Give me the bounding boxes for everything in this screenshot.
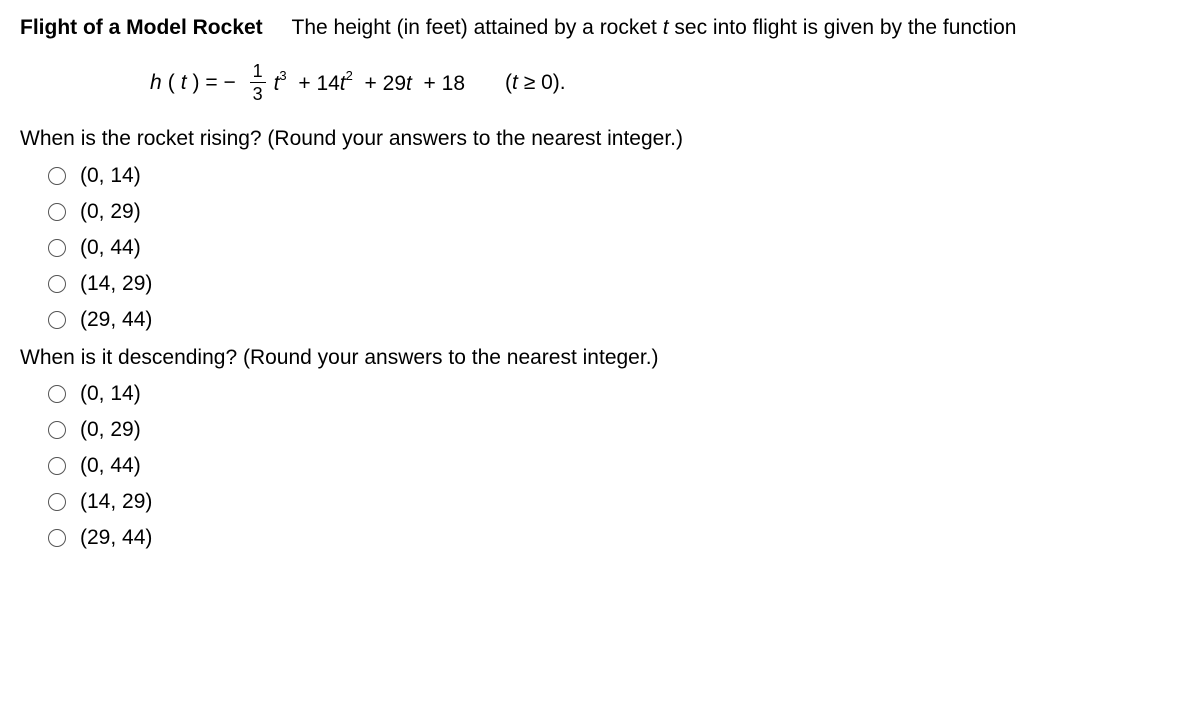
q2-option-3-label: (14, 29): [80, 490, 152, 514]
title-line: Flight of a Model Rocket The height (in …: [20, 14, 1180, 42]
radio-icon: [48, 493, 66, 511]
radio-icon: [48, 311, 66, 329]
eq-frac-den: 3: [250, 83, 266, 103]
eq-fraction: 1 3: [250, 62, 266, 103]
radio-icon: [48, 457, 66, 475]
equation: h(t) = − 1 3 t3 + 14t2 + 29t + 18 (t ≥ 0…: [20, 62, 1180, 103]
q2-option-4-label: (29, 44): [80, 526, 152, 550]
q1-option-1[interactable]: (0, 29): [48, 200, 1180, 224]
q2-option-2-label: (0, 44): [80, 454, 141, 478]
q1-option-0-label: (0, 14): [80, 164, 141, 188]
eq-domain-var: t: [512, 71, 518, 94]
eq-t2-base: t: [340, 72, 346, 95]
eq-lhs-fn: h: [150, 71, 162, 95]
eq-t1-coef: 29: [383, 72, 406, 95]
q2-option-1-label: (0, 29): [80, 418, 141, 442]
radio-icon: [48, 275, 66, 293]
eq-lhs-arg: t: [181, 71, 187, 95]
eq-t2-exp: 2: [346, 68, 353, 83]
problem-title: Flight of a Model Rocket: [20, 16, 263, 39]
eq-const: 18: [442, 72, 465, 95]
q1-option-2[interactable]: (0, 44): [48, 236, 1180, 260]
q2-option-1[interactable]: (0, 29): [48, 418, 1180, 442]
question-2-text: When is it descending? (Round your answe…: [20, 344, 1180, 372]
radio-icon: [48, 385, 66, 403]
eq-frac-num: 1: [250, 62, 266, 83]
question-1-options: (0, 14) (0, 29) (0, 44) (14, 29) (29, 44…: [20, 164, 1180, 332]
radio-icon: [48, 239, 66, 257]
q1-option-3-label: (14, 29): [80, 272, 152, 296]
eq-domain-rel: ≥: [524, 71, 536, 94]
q1-option-4-label: (29, 44): [80, 308, 152, 332]
radio-icon: [48, 167, 66, 185]
radio-icon: [48, 203, 66, 221]
q2-option-0[interactable]: (0, 14): [48, 382, 1180, 406]
question-1-text: When is the rocket rising? (Round your a…: [20, 125, 1180, 153]
q1-option-0[interactable]: (0, 14): [48, 164, 1180, 188]
eq-t2-coef: 14: [316, 72, 339, 95]
problem-description-p2: sec into flight is given by the function: [669, 16, 1017, 39]
question-2-options: (0, 14) (0, 29) (0, 44) (14, 29) (29, 44…: [20, 382, 1180, 550]
q2-option-0-label: (0, 14): [80, 382, 141, 406]
q1-option-3[interactable]: (14, 29): [48, 272, 1180, 296]
eq-t1-base: t: [406, 72, 412, 95]
q2-option-2[interactable]: (0, 44): [48, 454, 1180, 478]
eq-domain: (t ≥ 0).: [505, 71, 566, 95]
q1-option-1-label: (0, 29): [80, 200, 141, 224]
radio-icon: [48, 529, 66, 547]
radio-icon: [48, 421, 66, 439]
problem-page: Flight of a Model Rocket The height (in …: [0, 0, 1200, 572]
eq-domain-val: 0: [541, 71, 553, 94]
problem-description-p1: The height (in feet) attained by a rocke…: [292, 16, 663, 39]
q2-option-4[interactable]: (29, 44): [48, 526, 1180, 550]
eq-t3-exp: 3: [279, 68, 286, 83]
q1-option-4[interactable]: (29, 44): [48, 308, 1180, 332]
q2-option-3[interactable]: (14, 29): [48, 490, 1180, 514]
q1-option-2-label: (0, 44): [80, 236, 141, 260]
